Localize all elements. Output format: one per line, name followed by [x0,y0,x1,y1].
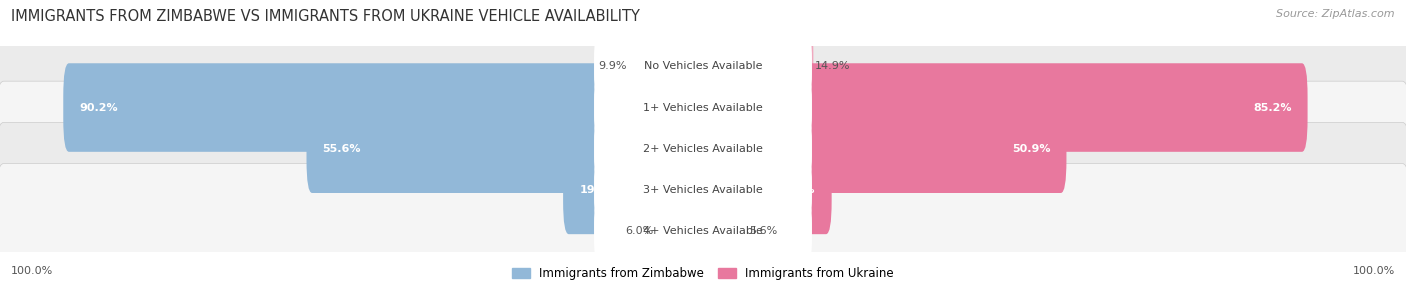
Text: 1+ Vehicles Available: 1+ Vehicles Available [643,103,763,112]
FancyBboxPatch shape [627,22,709,111]
FancyBboxPatch shape [593,79,813,136]
FancyBboxPatch shape [697,63,1308,152]
FancyBboxPatch shape [0,0,1406,134]
FancyBboxPatch shape [593,161,813,219]
FancyBboxPatch shape [63,63,709,152]
Text: 85.2%: 85.2% [1253,103,1292,112]
FancyBboxPatch shape [697,187,748,275]
Text: Source: ZipAtlas.com: Source: ZipAtlas.com [1277,9,1395,19]
FancyBboxPatch shape [697,104,1067,193]
Text: 4+ Vehicles Available: 4+ Vehicles Available [643,226,763,236]
FancyBboxPatch shape [0,164,1406,286]
FancyBboxPatch shape [562,146,709,234]
Text: 2+ Vehicles Available: 2+ Vehicles Available [643,144,763,154]
FancyBboxPatch shape [697,146,832,234]
Text: 14.9%: 14.9% [815,61,851,71]
FancyBboxPatch shape [0,81,1406,216]
Text: 100.0%: 100.0% [11,266,53,276]
Text: 100.0%: 100.0% [1353,266,1395,276]
Text: 50.9%: 50.9% [1012,144,1050,154]
Legend: Immigrants from Zimbabwe, Immigrants from Ukraine: Immigrants from Zimbabwe, Immigrants fro… [512,267,894,280]
Text: 3+ Vehicles Available: 3+ Vehicles Available [643,185,763,195]
Text: 5.6%: 5.6% [749,226,778,236]
FancyBboxPatch shape [0,40,1406,175]
Text: 55.6%: 55.6% [322,144,361,154]
Text: 17.5%: 17.5% [778,185,815,195]
FancyBboxPatch shape [0,122,1406,257]
FancyBboxPatch shape [697,22,813,111]
FancyBboxPatch shape [307,104,709,193]
Text: 90.2%: 90.2% [79,103,118,112]
FancyBboxPatch shape [593,37,813,95]
Text: IMMIGRANTS FROM ZIMBABWE VS IMMIGRANTS FROM UKRAINE VEHICLE AVAILABILITY: IMMIGRANTS FROM ZIMBABWE VS IMMIGRANTS F… [11,9,640,23]
Text: 6.0%: 6.0% [626,226,654,236]
FancyBboxPatch shape [593,202,813,260]
FancyBboxPatch shape [593,120,813,178]
Text: 19.1%: 19.1% [579,185,619,195]
Text: 9.9%: 9.9% [598,61,627,71]
Text: No Vehicles Available: No Vehicles Available [644,61,762,71]
FancyBboxPatch shape [655,187,709,275]
